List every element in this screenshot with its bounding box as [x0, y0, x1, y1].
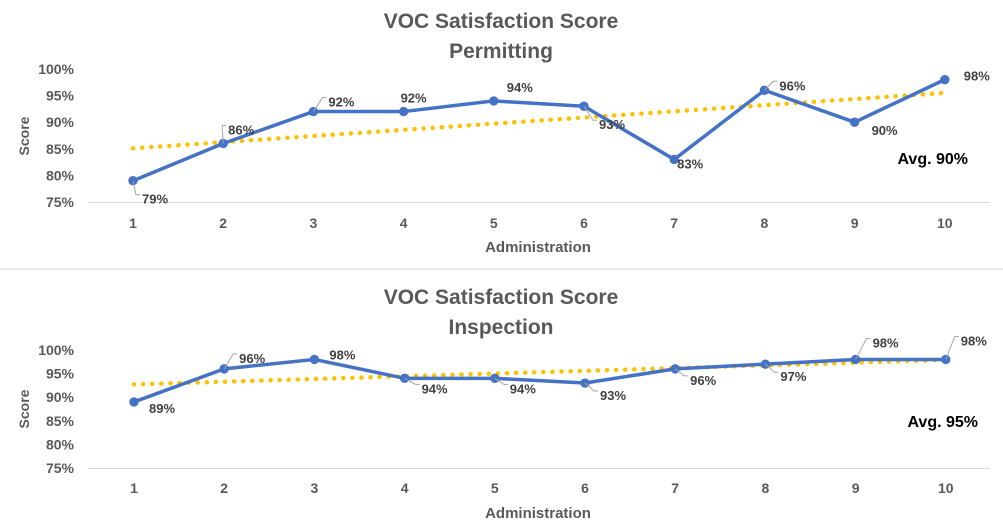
chart-subtitle: Permitting	[449, 40, 553, 63]
data-label: 89%	[149, 401, 175, 416]
leader-line	[764, 80, 778, 91]
x-tick-label: 9	[851, 215, 859, 231]
x-tick-label: 6	[580, 215, 588, 231]
data-point	[849, 117, 860, 127]
data-label: 98%	[961, 333, 987, 348]
data-label: 94%	[510, 381, 536, 396]
y-axis-title: Score	[16, 116, 32, 155]
data-label: 93%	[599, 117, 625, 132]
data-label: 94%	[507, 80, 533, 95]
leader-line	[221, 124, 227, 144]
leader-line	[945, 335, 959, 360]
leader-line	[765, 363, 779, 373]
leader-line	[583, 105, 597, 121]
data-label: 96%	[779, 78, 805, 93]
data-point	[308, 106, 319, 117]
y-tick-label: 100%	[38, 61, 74, 77]
y-tick-label: 80%	[46, 436, 75, 452]
data-label: 79%	[142, 192, 168, 207]
x-tick-label: 9	[852, 480, 860, 496]
y-tick-label: 90%	[46, 114, 75, 130]
leader-line	[584, 382, 598, 392]
chart-title: VOC Satisfaction Score	[384, 10, 619, 33]
data-label: 94%	[422, 381, 448, 396]
data-label: 86%	[228, 122, 254, 137]
average-annotation: Avg. 95%	[907, 414, 978, 431]
x-tick-label: 8	[762, 480, 770, 496]
y-tick-label: 85%	[46, 141, 75, 157]
x-tick-label: 1	[129, 215, 137, 231]
data-label: 98%	[964, 69, 990, 84]
chart-subtitle: Inspection	[448, 316, 553, 339]
y-axis-title: Score	[16, 389, 32, 428]
leader-line	[674, 368, 689, 377]
data-point	[129, 397, 139, 407]
x-tick-label: 8	[761, 215, 769, 231]
leader-line	[494, 377, 508, 385]
leader-line	[312, 97, 327, 112]
data-label: 98%	[873, 335, 899, 350]
data-point	[489, 96, 499, 106]
data-label: 96%	[239, 351, 265, 366]
data-label: 92%	[328, 95, 354, 110]
y-tick-label: 75%	[46, 194, 75, 210]
average-annotation: Avg. 90%	[897, 151, 968, 168]
data-label: 96%	[690, 373, 716, 388]
leader-line	[855, 337, 871, 360]
x-tick-label: 7	[671, 480, 679, 496]
leader-line	[223, 353, 238, 370]
data-point	[309, 354, 320, 365]
data-label: 97%	[780, 369, 806, 384]
trendline	[131, 357, 949, 387]
chart-permitting: VOC Satisfaction ScorePermitting75%80%85…	[16, 10, 990, 256]
data-point	[940, 74, 950, 85]
y-tick-label: 95%	[46, 366, 75, 382]
x-axis-title: Administration	[485, 505, 591, 522]
x-tick-label: 4	[401, 480, 409, 496]
x-tick-label: 6	[581, 480, 589, 496]
y-tick-label: 100%	[38, 342, 74, 358]
x-axis-title: Administration	[485, 239, 591, 256]
x-tick-label: 4	[400, 215, 408, 231]
x-tick-label: 5	[490, 215, 498, 231]
data-label: 92%	[401, 91, 427, 106]
x-tick-label: 5	[491, 480, 499, 496]
x-tick-label: 1	[130, 480, 138, 496]
data-point	[398, 106, 409, 117]
data-label: 90%	[872, 123, 898, 138]
x-tick-label: 2	[220, 480, 228, 496]
data-label: 83%	[677, 156, 703, 171]
y-tick-label: 80%	[46, 167, 75, 183]
data-point	[669, 154, 679, 165]
leader-line	[132, 180, 140, 196]
y-tick-label: 95%	[46, 88, 75, 104]
data-point	[399, 373, 410, 384]
series-line	[132, 78, 946, 183]
series-line	[133, 357, 946, 404]
chart-inspection: VOC Satisfaction ScoreInspection75%80%85…	[16, 286, 990, 522]
x-tick-label: 10	[938, 480, 954, 496]
y-tick-label: 90%	[46, 389, 75, 405]
trendline	[130, 90, 948, 151]
leader-line	[404, 377, 420, 385]
x-tick-label: 10	[937, 215, 953, 231]
data-label: 93%	[600, 388, 626, 403]
x-tick-label: 7	[670, 215, 678, 231]
y-tick-label: 75%	[46, 460, 75, 476]
x-tick-label: 3	[311, 480, 319, 496]
y-tick-label: 85%	[46, 413, 75, 429]
chart-title: VOC Satisfaction Score	[384, 286, 619, 309]
x-tick-label: 2	[219, 215, 227, 231]
data-label: 98%	[329, 347, 355, 362]
x-tick-label: 3	[310, 215, 318, 231]
